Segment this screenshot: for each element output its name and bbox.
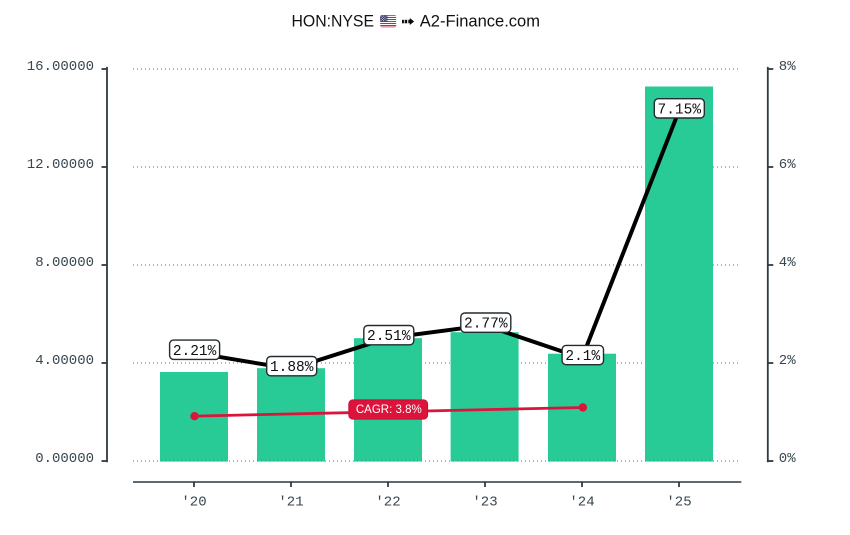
svg-text:0.00000: 0.00000 xyxy=(35,451,94,467)
svg-text:6%: 6% xyxy=(779,157,796,173)
svg-text:0%: 0% xyxy=(779,451,796,467)
svg-text:2.21%: 2.21% xyxy=(173,344,217,360)
svg-text:'23: '23 xyxy=(472,495,497,511)
svg-text:16.00000: 16.00000 xyxy=(27,59,94,75)
svg-text:8.00000: 8.00000 xyxy=(35,255,94,271)
svg-text:2%: 2% xyxy=(779,353,796,369)
svg-text:2.77%: 2.77% xyxy=(464,317,508,333)
svg-text:'22: '22 xyxy=(375,495,400,511)
svg-text:4%: 4% xyxy=(779,255,796,271)
svg-text:'20: '20 xyxy=(181,495,206,511)
svg-text:2.1%: 2.1% xyxy=(565,349,600,365)
svg-text:8%: 8% xyxy=(779,59,796,75)
svg-text:'25: '25 xyxy=(666,495,691,511)
svg-text:HON:NYSE: HON:NYSE xyxy=(292,11,375,30)
svg-text:'24: '24 xyxy=(569,495,594,511)
svg-text:12.00000: 12.00000 xyxy=(27,157,94,173)
svg-text:A2-Finance.com: A2-Finance.com xyxy=(420,11,540,30)
svg-text:7.15%: 7.15% xyxy=(658,102,702,118)
svg-text:1.88%: 1.88% xyxy=(270,360,314,376)
svg-text:2.51%: 2.51% xyxy=(367,329,411,345)
svg-text:4.00000: 4.00000 xyxy=(35,353,94,369)
svg-text:'21: '21 xyxy=(278,495,303,511)
svg-text:CAGR: 3.8%: CAGR: 3.8% xyxy=(356,404,422,416)
